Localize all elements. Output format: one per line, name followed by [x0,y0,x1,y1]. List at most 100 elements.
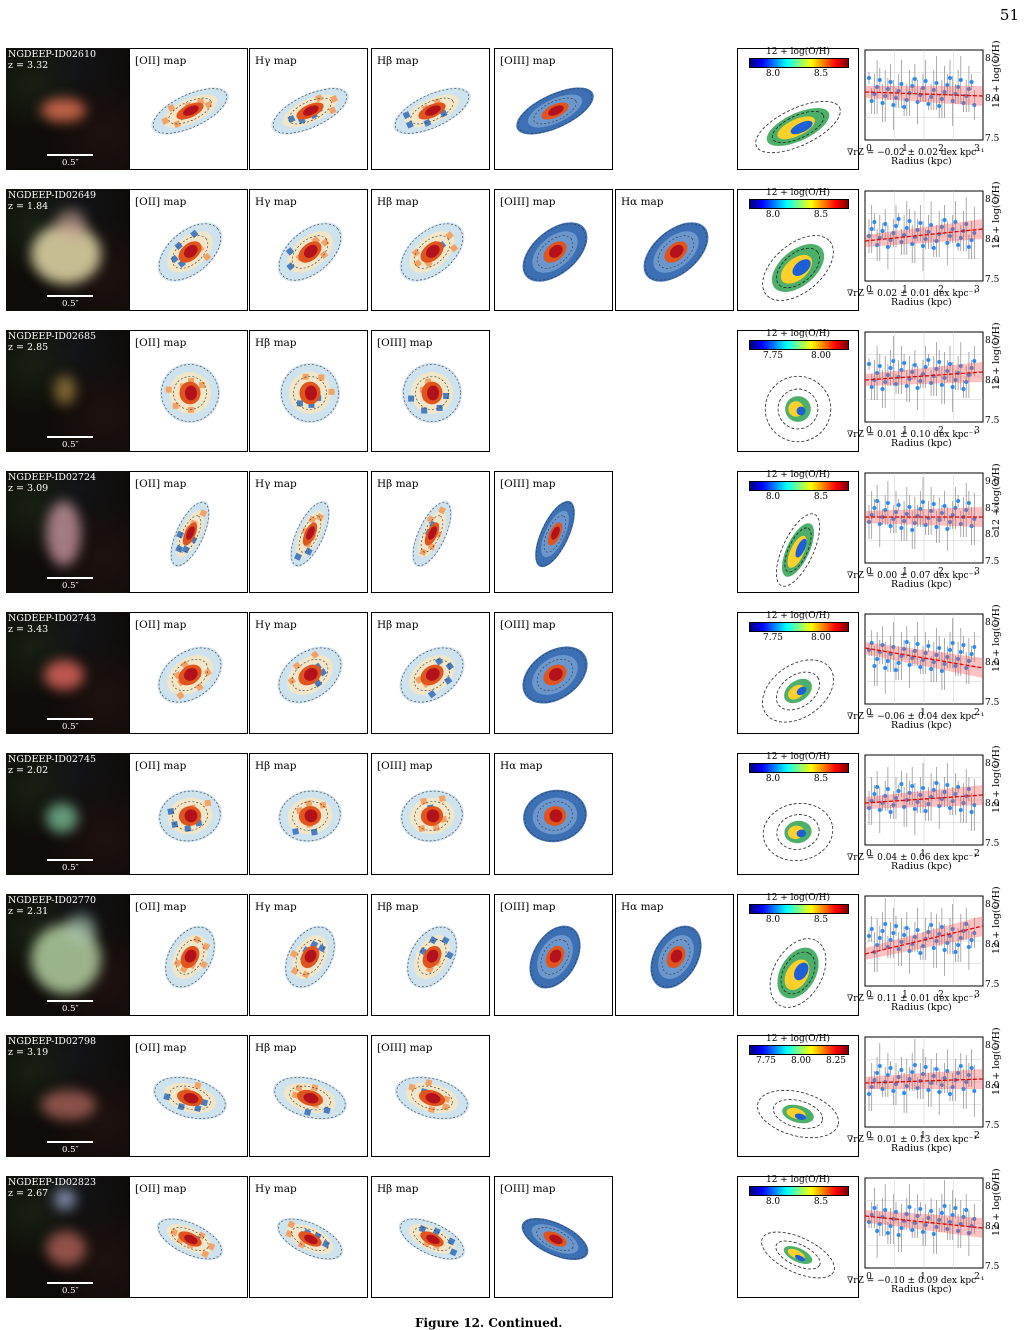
map-label: Hγ map [255,55,297,67]
emission-line-map: Hα map [615,189,734,311]
metallicity-gradient-plot: ∇rZ = 0.02 ± 0.01 dex kpc⁻¹ Radius (kpc) 1… [847,181,1002,311]
colorbar-title: 12 + log(O/H) [765,188,831,198]
galaxy-id: NGDEEP-ID02770 z = 2.31 [8,895,96,917]
x-tick: 3 [974,144,980,154]
colorbar-title: 12 + log(O/H) [765,611,831,621]
colorbar [749,1045,849,1055]
colorbar-tick: 8.00 [790,1056,812,1066]
y-tick: 7.5 [985,1121,1000,1131]
colorbar-tick: 8.0 [765,210,781,220]
emission-line-map: [OII] map [129,189,248,311]
emission-line-map: Hβ map [249,330,368,452]
emission-line-map: Hβ map [249,753,368,875]
y-tick: 7.5 [985,134,1000,144]
y-tick: 8.5 [985,1182,1000,1192]
y-tick: 8.5 [985,54,1000,64]
emission-line-map: Hα map [494,753,613,875]
map-label: [OII] map [135,619,187,631]
y-axis-label: 12 + log(O/H) [991,463,1002,531]
scale-bar [47,859,93,861]
emission-line-map: [OII] map [129,1035,248,1157]
colorbar-tick: 7.75 [762,633,784,643]
x-tick: 1 [920,1131,926,1141]
map-label: [OII] map [135,337,187,349]
map-label: Hβ map [377,55,419,67]
x-tick: 1 [920,708,926,718]
map-label: Hβ map [377,478,419,490]
colorbar-title: 12 + log(O/H) [765,893,831,903]
y-tick: 8.0 [985,376,1000,386]
redshift-text: z = 3.32 [8,60,49,71]
map-label: [OIII] map [500,1183,556,1195]
x-tick: 1 [902,990,908,1000]
x-tick: 0 [866,849,872,859]
metallicity-gradient-plot: ∇rZ = 0.11 ± 0.01 dex kpc⁻¹ Radius (kpc) 1… [847,886,1002,1016]
x-tick: 2 [974,1272,980,1282]
emission-line-map: Hγ map [249,612,368,734]
colorbar-title: 12 + log(O/H) [765,470,831,480]
emission-line-map: Hα map [615,894,734,1016]
scale-bar [47,154,93,156]
galaxy-rgb-image: NGDEEP-ID02685 z = 2.85 0.5″ [6,330,129,452]
x-tick: 2 [938,285,944,295]
galaxy-row: NGDEEP-ID02610 z = 3.32 0.5″ [OII] map Hγ ma… [6,40,1016,172]
scale-bar [47,718,93,720]
map-label: [OIII] map [500,619,556,631]
y-tick: 7.5 [985,839,1000,849]
emission-line-map: [OII] map [129,894,248,1016]
x-tick: 2 [974,708,980,718]
colorbar [749,622,849,632]
y-tick: 8.0 [985,1222,1000,1232]
galaxy-row: NGDEEP-ID02743 z = 3.43 0.5″ [OII] map Hγ ma… [6,604,1016,736]
map-label: [OII] map [135,1042,187,1054]
metallicity-gradient-plot: ∇rZ = −0.02 ± 0.02 dex kpc⁻¹ Radius (kpc)… [847,40,1002,170]
metallicity-map: 12 + log(O/H) 8.0 8.5 [737,893,859,1016]
emission-line-map: [OIII] map [494,612,613,734]
redshift-text: z = 2.31 [8,906,49,917]
colorbar-tick: 8.0 [765,492,781,502]
y-tick: 7.5 [985,416,1000,426]
emission-line-map: Hγ map [249,48,368,170]
x-tick: 2 [974,849,980,859]
colorbar-title: 12 + log(O/H) [765,752,831,762]
map-label: Hβ map [377,196,419,208]
y-tick: 7.5 [985,1262,1000,1272]
y-tick: 7.5 [985,275,1000,285]
metallicity-gradient-plot: ∇rZ = 0.01 ± 0.13 dex kpc⁻¹ Radius (kpc) 1… [847,1027,1002,1157]
x-tick: 3 [974,426,980,436]
x-tick: 3 [974,285,980,295]
metallicity-gradient-plot: ∇rZ = 0.01 ± 0.10 dex kpc⁻¹ Radius (kpc) 1… [847,322,1002,452]
emission-line-map: Hγ map [249,894,368,1016]
galaxy-rgb-image: NGDEEP-ID02743 z = 3.43 0.5″ [6,612,129,734]
map-label: Hγ map [255,196,297,208]
x-tick: 1 [920,849,926,859]
x-tick: 0 [866,1272,872,1282]
colorbar-tick: 8.5 [813,69,829,79]
map-label: [OII] map [135,196,187,208]
x-tick: 0 [866,426,872,436]
map-label: Hα map [500,760,543,772]
colorbar [749,481,849,491]
galaxy-rgb-image: NGDEEP-ID02798 z = 3.19 0.5″ [6,1035,129,1157]
y-tick: 8.0 [985,799,1000,809]
gradient-value: ∇rZ = 0.02 ± 0.01 dex kpc⁻¹ [847,289,977,299]
map-label: [OII] map [135,55,187,67]
galaxy-id-text: NGDEEP-ID02743 [8,613,97,624]
map-label: [OIII] map [500,55,556,67]
x-tick: 0 [866,1131,872,1141]
galaxy-row: NGDEEP-ID02724 z = 3.09 0.5″ [OII] map Hγ ma… [6,463,1016,595]
x-tick: 3 [974,567,980,577]
emission-line-map: [OIII] map [371,330,490,452]
map-label: Hα map [621,901,664,913]
x-axis-label: Radius (kpc) [891,156,952,167]
y-tick: 8.0 [985,940,1000,950]
x-tick: 2 [938,567,944,577]
galaxy-rgb-image: NGDEEP-ID02745 z = 2.02 0.5″ [6,753,129,875]
y-tick: 7.5 [985,980,1000,990]
colorbar-title: 12 + log(O/H) [765,329,831,339]
emission-line-map: Hγ map [249,1176,368,1298]
galaxy-rgb-image: NGDEEP-ID02649 z = 1.84 0.5″ [6,189,129,311]
x-tick: 2 [974,1131,980,1141]
colorbar [749,340,849,350]
x-tick: 2 [938,990,944,1000]
